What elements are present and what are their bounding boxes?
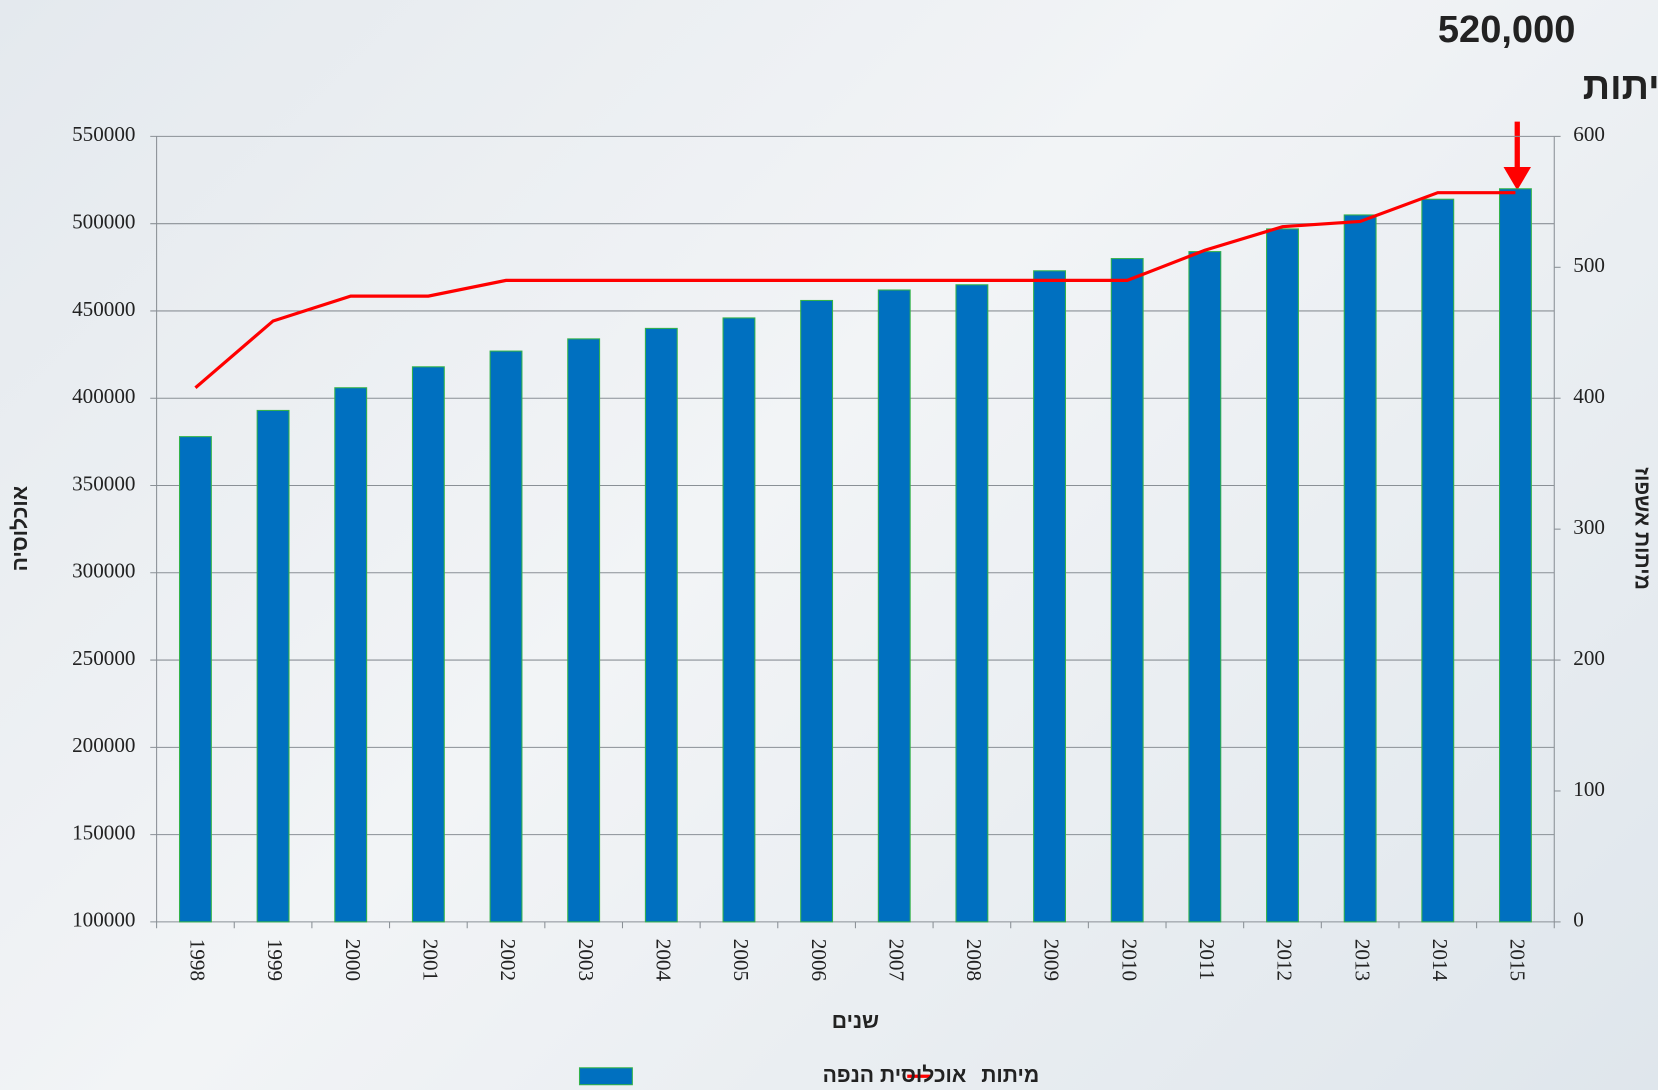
x-tick-label: 1999 bbox=[263, 939, 287, 981]
x-tick-label: 2014 bbox=[1428, 939, 1452, 982]
x-axis-title: שנים bbox=[832, 1010, 879, 1033]
legend-label: אוכלוסית הנפה bbox=[823, 1064, 967, 1087]
x-tick-label: 2013 bbox=[1350, 939, 1374, 981]
y-tick-label: 250000 bbox=[72, 646, 135, 670]
x-tick-label: 2000 bbox=[341, 939, 365, 981]
y-tick-label: 100000 bbox=[72, 908, 135, 932]
x-tick-label: 2015 bbox=[1506, 939, 1530, 981]
y-tick-label: 300000 bbox=[72, 559, 135, 583]
y2-tick-label: 500 bbox=[1573, 253, 1605, 277]
bar bbox=[723, 318, 755, 922]
x-tick-label: 2011 bbox=[1195, 939, 1219, 980]
bar bbox=[490, 351, 522, 922]
y-tick-label: 500000 bbox=[72, 210, 135, 234]
y2-tick-label: 400 bbox=[1573, 384, 1605, 408]
y-tick-label: 150000 bbox=[72, 820, 135, 844]
line bbox=[195, 193, 1515, 388]
y-axis-title: אוכלוסיה bbox=[9, 485, 32, 571]
legend-swatch bbox=[579, 1068, 632, 1085]
y2-axis-title: מיתות אשפוז bbox=[1630, 467, 1653, 590]
y2-tick-label: 600 bbox=[1573, 122, 1605, 146]
y2-tick-label: 200 bbox=[1573, 646, 1605, 670]
annotation: 520,000 bbox=[1438, 9, 1576, 51]
arrow-head bbox=[1504, 167, 1531, 190]
y2-tick-label: 100 bbox=[1573, 777, 1605, 801]
y-tick-label: 400000 bbox=[72, 384, 135, 408]
x-tick-label: 1998 bbox=[186, 939, 210, 981]
chart: 520,000 567 מיתות אוכלוסיה מיתות אשפוז ש… bbox=[0, 0, 1658, 1090]
y-tick-label: 200000 bbox=[72, 733, 135, 757]
x-tick-label: 2006 bbox=[807, 939, 831, 981]
x-tick-label: 2003 bbox=[574, 939, 598, 981]
bar bbox=[180, 437, 212, 922]
bar bbox=[1267, 229, 1299, 922]
y-tick-label: 350000 bbox=[72, 471, 135, 495]
y2-tick-label: 300 bbox=[1573, 515, 1605, 539]
bar bbox=[335, 388, 367, 922]
bar bbox=[1500, 189, 1532, 922]
bar bbox=[645, 328, 677, 922]
x-tick-label: 2007 bbox=[884, 939, 908, 981]
x-tick-label: 2002 bbox=[496, 939, 520, 981]
x-tick-label: 2008 bbox=[962, 939, 986, 981]
bar bbox=[801, 300, 833, 921]
x-tick-label: 2004 bbox=[651, 939, 675, 982]
x-tick-label: 2012 bbox=[1273, 939, 1297, 981]
bar bbox=[1422, 199, 1454, 922]
bar bbox=[956, 285, 988, 922]
bar bbox=[568, 339, 600, 922]
bar bbox=[257, 410, 289, 921]
x-tick-label: 2005 bbox=[729, 939, 753, 981]
bar bbox=[1189, 252, 1221, 922]
x-tick-label: 2010 bbox=[1117, 939, 1141, 981]
x-tick-label: 2001 bbox=[419, 939, 443, 981]
bar bbox=[878, 290, 910, 922]
y-tick-label: 550000 bbox=[72, 122, 135, 146]
bar bbox=[1034, 271, 1066, 922]
legend-label: מיתות bbox=[981, 1064, 1039, 1087]
x-tick-label: 2009 bbox=[1040, 939, 1064, 981]
y2-tick-label: 0 bbox=[1573, 908, 1584, 932]
bar bbox=[1111, 259, 1143, 922]
annotation: 567 מיתות bbox=[1583, 66, 1658, 108]
bar bbox=[1344, 215, 1376, 922]
y-tick-label: 450000 bbox=[72, 297, 135, 321]
bar bbox=[412, 367, 444, 922]
